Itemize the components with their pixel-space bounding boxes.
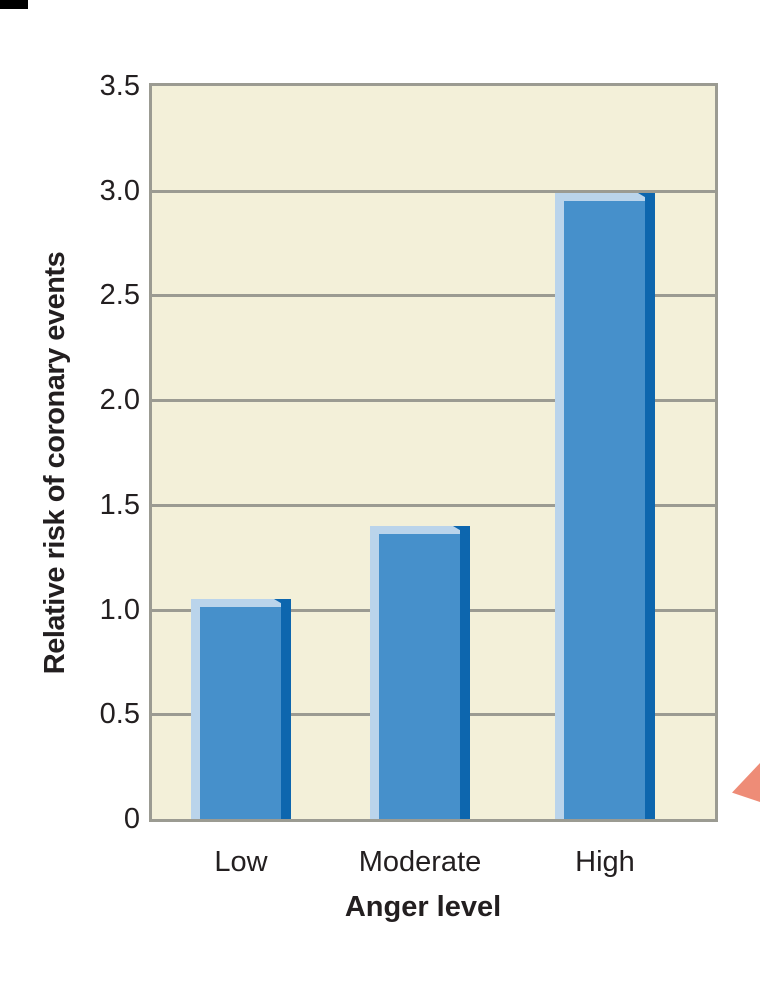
- bar-corner-bevel: [274, 599, 291, 609]
- bar-moderate: [370, 526, 470, 819]
- y-tick-label: 2.5: [99, 279, 140, 312]
- x-category-label: Moderate: [358, 846, 482, 878]
- y-tick-label: 1.0: [99, 593, 140, 626]
- x-category-label: Low: [214, 846, 268, 878]
- bar-high: [555, 193, 655, 819]
- x-axis-title: Anger level: [344, 891, 502, 923]
- plot-area: [149, 83, 718, 822]
- y-tick-label: 3.0: [99, 174, 140, 207]
- decorative-triangle: [732, 763, 760, 802]
- bar-face: [200, 607, 281, 819]
- y-tick-label: 0.5: [99, 698, 140, 731]
- bar-shadow-edge: [281, 599, 291, 819]
- bar-corner-bevel: [638, 193, 655, 203]
- bar-shadow-edge: [645, 193, 655, 819]
- gridline: [152, 294, 715, 297]
- y-tick-label: 3.5: [99, 70, 140, 102]
- gridline: [152, 504, 715, 507]
- bar-corner-bevel: [453, 526, 470, 536]
- y-tick-label: 0: [123, 803, 140, 835]
- gridline: [152, 399, 715, 402]
- bar-low: [191, 599, 291, 819]
- y-tick-label: 1.5: [99, 488, 140, 521]
- gridline: [152, 190, 715, 193]
- bar-face: [379, 534, 460, 819]
- corner-crop-mark: [0, 0, 28, 9]
- bar-shadow-edge: [460, 526, 470, 819]
- x-category-label: High: [575, 846, 635, 878]
- bar-face: [564, 201, 645, 819]
- y-tick-label: 2.0: [99, 384, 140, 417]
